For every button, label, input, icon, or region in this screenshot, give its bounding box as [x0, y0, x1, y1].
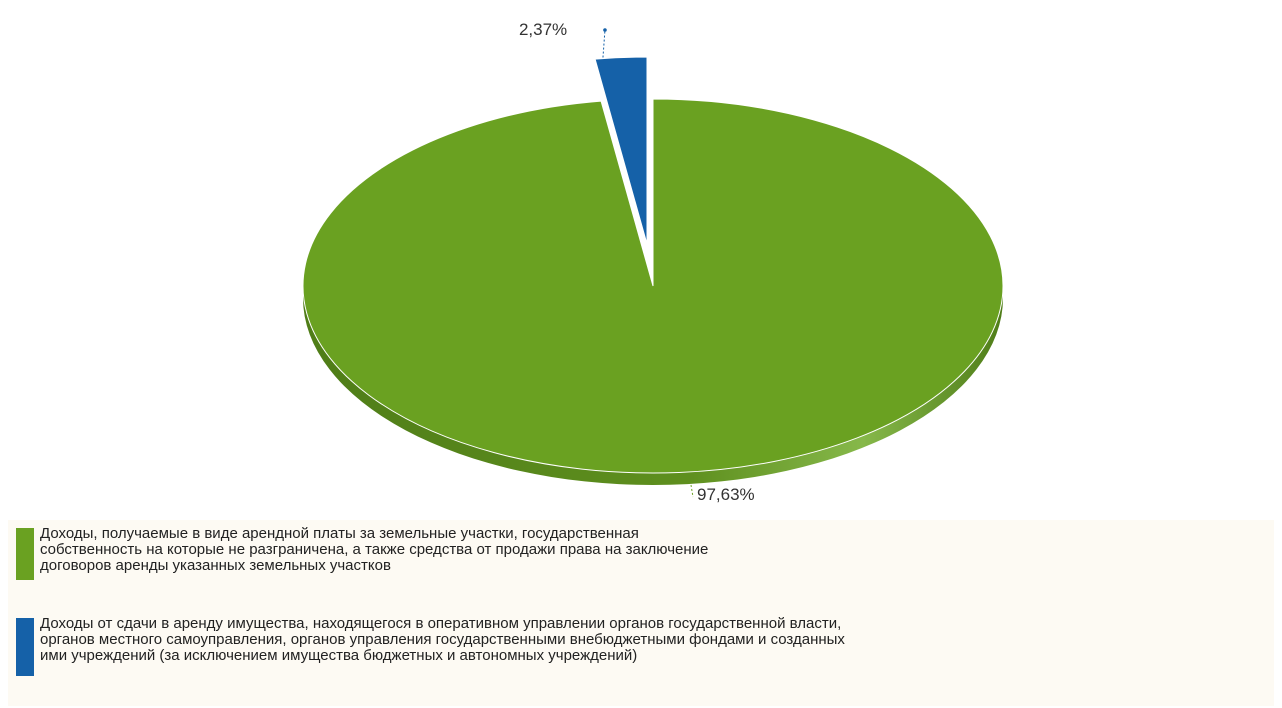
leader-line-slice-1 [690, 484, 694, 498]
legend-label-1: Доходы, получаемые в виде арендной платы… [40, 525, 709, 574]
legend-item-1: Доходы, получаемые в виде арендной платы… [16, 526, 708, 580]
legend: Доходы, получаемые в виде арендной платы… [8, 520, 1274, 706]
pie-chart-svg: 97,63% 2,37% [302, 20, 1004, 504]
data-label-slice-2: 2,37% [519, 20, 567, 39]
pie-chart: 97,63% 2,37% [302, 20, 1004, 504]
leader-dot-slice-2 [603, 28, 607, 32]
data-label-slice-1: 97,63% [697, 485, 755, 504]
legend-swatch-1 [16, 528, 34, 580]
legend-item-2: Доходы от сдачи в аренду имущества, нахо… [16, 616, 845, 676]
pie-slice-1 [302, 98, 1004, 474]
pie-slice-2 [594, 56, 648, 245]
legend-label-2: Доходы от сдачи в аренду имущества, нахо… [40, 615, 845, 664]
legend-swatch-2 [16, 618, 34, 676]
leader-line-slice-2 [602, 29, 606, 58]
